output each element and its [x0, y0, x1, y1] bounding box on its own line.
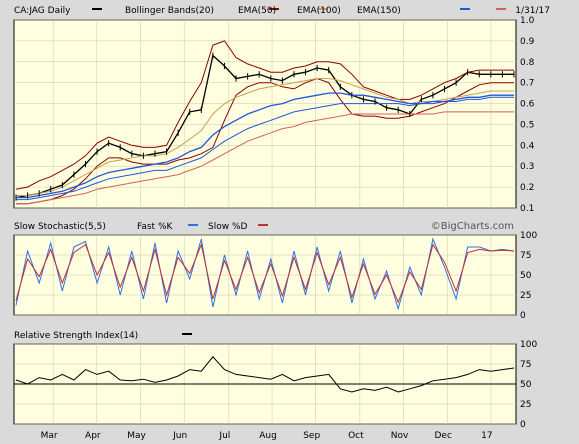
x-tick-label: May	[127, 431, 146, 441]
x-axis: Mar Apr May Jun Jul Aug Sep Oct Nov Dec 17	[41, 431, 493, 441]
y-tick-label: 75	[520, 360, 531, 370]
y-tick-label: 0.5	[520, 120, 534, 130]
y-tick-label: 75	[520, 251, 531, 261]
series-line-bb-upper	[15, 40, 514, 190]
y-tick-label: 0	[520, 420, 526, 430]
price-panel: 1.0 0.9 0.8 0.7 0.6 0.5 0.4 0.3 0.2 0.1	[13, 16, 535, 214]
y-tick-label: 0.2	[520, 183, 534, 193]
x-tick-label: Dec	[435, 431, 452, 441]
fast-k-label: Fast %K	[137, 222, 173, 232]
legend-label: Bollinger Bands(20)	[125, 6, 214, 16]
y-tick-label: 25	[520, 400, 531, 410]
series-line-bb-lower	[16, 77, 514, 205]
series-line-ema-200-	[16, 111, 514, 205]
series-line-price	[15, 54, 514, 199]
stochastic-title: Slow Stochastic(5,5)	[14, 222, 106, 232]
panel-frame	[13, 19, 517, 209]
y-tick-label: 0.3	[520, 162, 534, 172]
y-tick-label: 50	[520, 380, 532, 390]
slow-d-label: Slow %D	[208, 222, 247, 232]
y-tick-label: 0.9	[520, 37, 535, 47]
legend-label: EMA(100)	[297, 6, 341, 16]
legend-label: EMA(150)	[357, 6, 401, 16]
series-line-slow-d	[15, 242, 515, 304]
y-tick-label: 50	[520, 271, 532, 281]
y-tick-label: 100	[520, 231, 537, 241]
y-tick-label: 0.1	[520, 204, 534, 214]
x-tick-label: Aug	[259, 431, 277, 441]
y-tick-label: 0.8	[520, 58, 535, 68]
x-tick-label: Nov	[391, 431, 409, 441]
x-tick-label: Apr	[85, 431, 101, 441]
x-tick-label: 17	[481, 431, 492, 441]
y-tick-label: 1.0	[520, 16, 535, 26]
series-line-rsi-14-	[15, 356, 515, 393]
watermark: ©BigCharts.com	[431, 221, 514, 232]
rsi-title: Relative Strength Index(14)	[14, 331, 138, 341]
legend-label: EMA(50)	[238, 6, 276, 16]
x-tick-label: Mar	[41, 431, 58, 441]
y-tick-label: 0	[520, 311, 526, 321]
x-tick-label: Jul	[218, 431, 230, 441]
y-tick-label: 0.4	[520, 141, 535, 151]
series-line-ema-150-	[16, 96, 514, 201]
header-legend: Bollinger Bands(20) EMA(50) EMA(100) EMA(15…	[92, 6, 506, 16]
rsi-panel: 100 75 50 25 0	[13, 340, 537, 430]
y-tick-label: 25	[520, 291, 531, 301]
stochastic-panel: 100 75 50 25 0	[13, 231, 537, 321]
x-tick-label: Jun	[172, 431, 187, 441]
y-tick-label: 0.7	[520, 79, 534, 89]
ticker-label: CA:JAG Daily	[14, 6, 71, 16]
x-tick-label: Sep	[303, 431, 320, 441]
y-tick-label: 100	[520, 340, 537, 350]
x-tick-label: Oct	[348, 431, 364, 441]
series-line-ema-100-	[16, 92, 514, 199]
y-tick-label: 0.6	[520, 100, 535, 110]
date-label: 1/31/17	[515, 6, 550, 16]
